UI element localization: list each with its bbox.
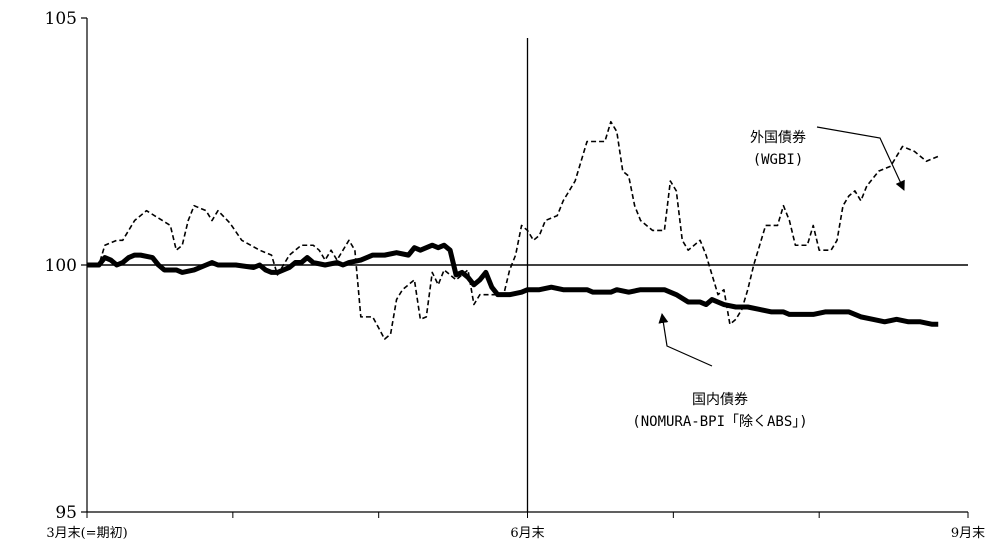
annotation-wgbi-arrow	[816, 126, 905, 191]
annotation-wgbi-subtitle: (WGBI)	[753, 152, 804, 168]
series-line-wgbi	[87, 120, 939, 340]
annotations: 外国債券 (WGBI) 国内債券 (NOMURA-BPI「除くABS」)	[632, 126, 905, 430]
annotation-nomura-subtitle: (NOMURA-BPI「除くABS」)	[632, 414, 807, 430]
x-tick-label: 3月末(=期初)	[46, 526, 127, 541]
annotation-nomura-arrow	[658, 313, 713, 367]
x-tick-label: 9月末	[951, 526, 985, 541]
tick-labels: 95 100 105 3月末(=期初) 6月末 9月末	[45, 9, 986, 541]
y-tick-label: 105	[45, 9, 77, 29]
y-tick-label: 95	[55, 503, 77, 523]
x-tick-label: 6月末	[510, 526, 544, 541]
annotation-nomura-title: 国内債券	[692, 392, 748, 408]
series-layer	[87, 120, 939, 340]
axes	[81, 17, 969, 518]
series-line-nomura-bpi	[87, 242, 939, 327]
y-tick-label: 100	[45, 256, 77, 276]
annotation-wgbi-title: 外国債券	[750, 130, 806, 146]
